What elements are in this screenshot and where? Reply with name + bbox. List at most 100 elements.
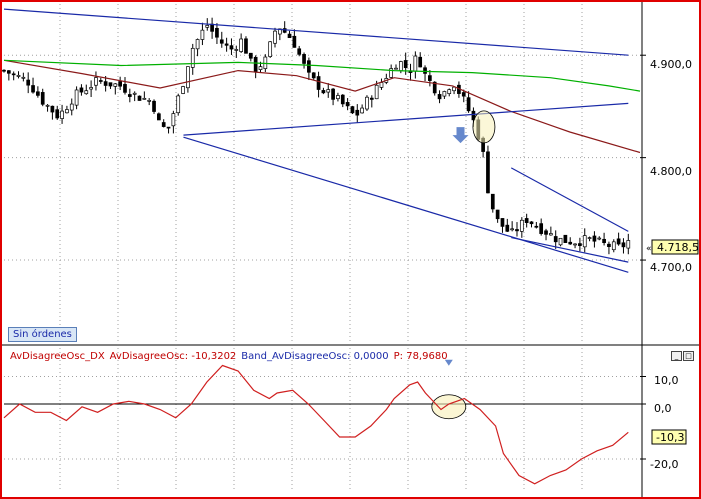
osc-tick-label: 10,0 [654, 374, 679, 387]
price-tick-label: 4.900,0 [650, 58, 692, 71]
candle-body [389, 68, 394, 78]
candle-body [534, 225, 539, 228]
candle-body [398, 61, 403, 72]
candle-body [587, 237, 592, 239]
candle-body [350, 106, 355, 114]
candle-body [578, 243, 582, 246]
candle-body [307, 60, 311, 73]
candle-body [50, 105, 55, 113]
panel-minimize-button[interactable]: _ [671, 351, 682, 361]
candle-body [297, 48, 302, 55]
candle-body [142, 97, 147, 100]
candle-body [490, 193, 495, 210]
candle-body [345, 102, 350, 107]
candle-body [248, 52, 253, 59]
candle-body [471, 110, 476, 121]
candle-body [355, 109, 360, 116]
candle-body [394, 67, 398, 70]
candle-body [263, 56, 268, 69]
trendline [183, 102, 629, 136]
candle-body [2, 69, 6, 72]
candle-body [200, 29, 205, 40]
last-osc-label: -10,3 [656, 431, 684, 444]
candle-body [181, 86, 185, 94]
candle-body [79, 87, 84, 93]
candle-body [268, 41, 273, 57]
osc-tick-label: 0,0 [654, 402, 672, 415]
candle-body [374, 84, 379, 100]
candle-body [447, 89, 452, 94]
candle-body [16, 74, 21, 77]
legend-osc-value: AvDisagreeOsc: -10,3202 [109, 351, 237, 362]
legend-band-value: Band_AvDisagreeOsc: 0,0000 [241, 351, 389, 362]
trendline [183, 136, 629, 273]
candle-body [316, 76, 321, 90]
candle-body [161, 122, 166, 127]
candle-body [466, 97, 471, 112]
trendline [511, 236, 629, 263]
orders-status-button[interactable]: Sin órdenes [8, 327, 77, 342]
candle-body [239, 38, 243, 52]
candle-body [505, 224, 510, 232]
candle-body [108, 82, 113, 87]
candle-body [500, 218, 505, 227]
candle-body [326, 89, 331, 93]
candle-body [157, 113, 161, 121]
candle-body [563, 234, 568, 243]
candle-body [11, 73, 16, 76]
candle-body [616, 238, 621, 245]
last-price-tag: 4.718,5 [651, 239, 699, 255]
candle-body [621, 242, 626, 248]
candle-body [224, 43, 229, 46]
breakout-highlight-circle [472, 110, 496, 144]
price-plot: « [2, 8, 652, 273]
candle-body [592, 235, 597, 242]
candle-body [607, 243, 611, 247]
candle-body [529, 221, 534, 225]
candle-body [597, 237, 602, 240]
legend-period-value: P: 78,9680 [393, 351, 448, 362]
candle-body [89, 87, 93, 90]
candle-body [103, 81, 108, 86]
candle-body [418, 56, 423, 68]
osc-down-marker-icon [444, 359, 453, 366]
candle-body [195, 39, 200, 50]
candle-body [515, 229, 519, 232]
trendline [3, 8, 629, 56]
price-tick-label: 4.800,0 [650, 165, 692, 178]
candle-body [215, 27, 219, 38]
candle-body [611, 241, 616, 251]
candle-body [65, 109, 69, 114]
candle-body [553, 236, 558, 243]
candle-body [461, 92, 466, 97]
candle-body [321, 90, 326, 94]
candle-body [544, 230, 548, 235]
candle-body [287, 33, 292, 39]
moving-average-brown [3, 59, 641, 154]
candle-body [123, 84, 127, 93]
osc-tick-label: -20,0 [650, 458, 678, 471]
price-tick-label: 4.700,0 [650, 261, 692, 274]
last-price-label: 4.718,5 [657, 241, 699, 254]
candle-body [45, 104, 50, 107]
candle-body [171, 113, 176, 127]
panel-maximize-button[interactable]: □ [683, 351, 694, 361]
candle-body [127, 94, 132, 97]
candle-body [74, 89, 79, 106]
candle-body [98, 80, 103, 82]
candle-body [549, 233, 553, 236]
candle-body [84, 90, 89, 95]
moving-average-green [3, 59, 641, 92]
oscillator-plot [3, 359, 640, 485]
candle-body [442, 91, 447, 97]
candle-body [132, 92, 137, 95]
candle-body [147, 100, 152, 102]
candle-body [558, 237, 563, 246]
candle-body [413, 55, 418, 72]
candle-body [428, 75, 432, 81]
candle-body [137, 95, 142, 101]
candle-body [432, 81, 437, 94]
candle-body [524, 218, 529, 223]
candle-body [360, 107, 364, 114]
